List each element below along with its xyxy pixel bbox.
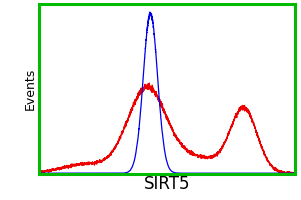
X-axis label: SIRT5: SIRT5 bbox=[144, 175, 190, 193]
Y-axis label: Events: Events bbox=[23, 68, 36, 110]
